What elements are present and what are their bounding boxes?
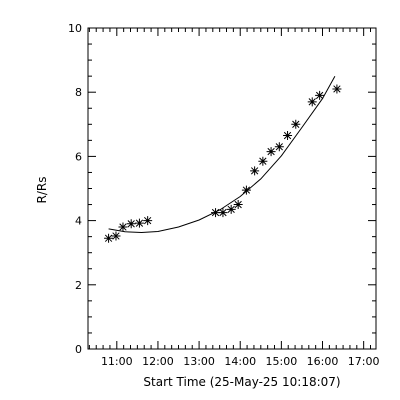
- data-point-asterisk: [104, 233, 114, 243]
- data-point-asterisk: [291, 119, 301, 129]
- data-point-asterisk: [226, 204, 236, 214]
- data-point-asterisk: [332, 84, 342, 94]
- data-point-asterisk: [258, 156, 268, 166]
- y-axis-label: R/Rs: [35, 177, 49, 204]
- x-tick-label: 11:00: [101, 355, 133, 368]
- data-point-asterisk: [283, 131, 293, 141]
- x-tick-label: 14:00: [224, 355, 256, 368]
- data-point-asterisk: [211, 208, 221, 218]
- x-axis-label: Start Time (25-May-25 10:18:07): [143, 375, 340, 389]
- data-point-asterisk: [241, 185, 251, 195]
- data-point-asterisk: [307, 97, 317, 107]
- y-tick-label: 2: [75, 279, 82, 292]
- y-tick-label: 0: [75, 343, 82, 356]
- y-tick-label: 4: [75, 215, 82, 228]
- data-point-asterisk: [315, 90, 325, 100]
- x-tick-label: 12:00: [142, 355, 174, 368]
- data-point-asterisk: [250, 166, 260, 176]
- plot-area: 11:00 12:00 13:00 14:00 15:00 16:00 17:00 0 2 4 6 8…: [68, 22, 380, 368]
- x-tick-label: 17:00: [348, 355, 380, 368]
- data-point-asterisk: [274, 142, 284, 152]
- data-point-asterisk: [118, 222, 128, 232]
- x-tick-label: 13:00: [183, 355, 215, 368]
- data-point-asterisk: [218, 208, 228, 218]
- data-point-asterisk: [134, 218, 144, 228]
- data-point-asterisk: [143, 216, 153, 226]
- y-tick-label: 8: [75, 86, 82, 99]
- data-point-asterisk: [266, 147, 276, 157]
- data-point-asterisk: [233, 200, 243, 210]
- x-tick-label: 16:00: [307, 355, 339, 368]
- y-tick-label: 6: [75, 150, 82, 163]
- data-point-asterisk: [111, 231, 121, 241]
- y-tick-label: 10: [68, 22, 82, 35]
- data-point-asterisk: [126, 219, 136, 229]
- x-tick-label: 15:00: [266, 355, 298, 368]
